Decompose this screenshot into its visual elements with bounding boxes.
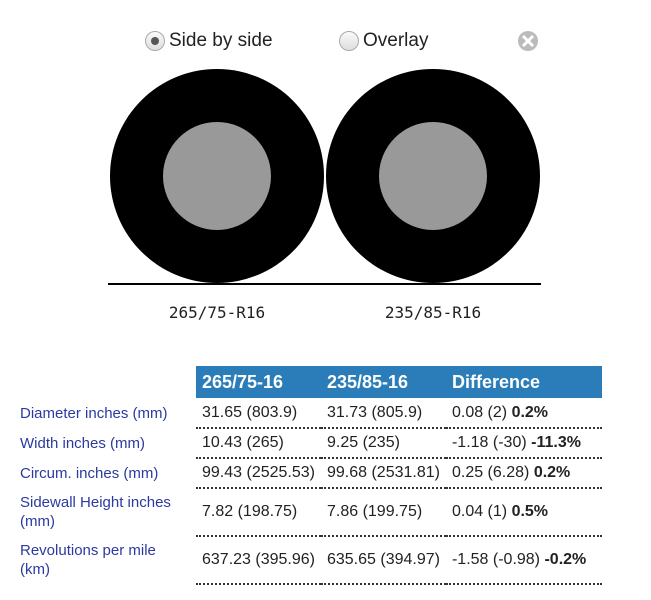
cell: 637.23 (395.96)	[196, 536, 321, 585]
header-cell: 235/85-16	[320, 366, 446, 398]
cell: 635.65 (394.97)	[320, 536, 446, 585]
diff-percent: 0.2%	[511, 403, 549, 421]
tire-diagram: 265/75-R16 235/85-R16	[108, 31, 541, 322]
cell: 31.65 (803.9)	[196, 398, 321, 429]
rim	[379, 122, 487, 230]
diff-cell: 0.04 (1) 0.5%	[445, 488, 602, 537]
diff-cell: -1.58 (-0.98) -0.2%	[445, 536, 602, 585]
comparison-table: 265/75-16 235/85-16 Difference Diameter …	[16, 366, 602, 585]
diff-value: 0.08 (2)	[451, 403, 508, 421]
row-label: Circum. inches (mm)	[20, 464, 159, 482]
diff-value: 0.25 (6.28)	[451, 464, 530, 481]
row-label: Revolutions per mile (km)	[20, 542, 156, 578]
table-row: Revolutions per mile (km) 637.23 (395.96)…	[16, 536, 602, 585]
cell: 9.25 (235)	[320, 428, 446, 459]
cell: 99.43 (2525.53)	[196, 458, 321, 489]
rim	[163, 122, 271, 230]
diff-value: 0.04 (1)	[451, 503, 508, 520]
row-label: Width inches (mm)	[20, 434, 146, 452]
cell: 7.86 (199.75)	[320, 488, 446, 537]
close-button[interactable]	[518, 31, 538, 51]
table-row: Diameter inches (mm) 31.65 (803.9) 31.73 (…	[16, 398, 602, 429]
tire-label: 235/85-R16	[385, 303, 481, 322]
table-row: Circum. inches (mm) 99.43 (2525.53) 99.68 …	[16, 458, 602, 489]
tire-label: 265/75-R16	[169, 303, 265, 322]
cell: 7.82 (198.75)	[196, 488, 321, 537]
diff-cell: -1.18 (-30) -11.3%	[445, 428, 602, 459]
radio-button[interactable]	[339, 31, 359, 51]
radio-option[interactable]: Overlay	[339, 30, 428, 52]
header-cell: Difference	[445, 366, 602, 398]
cell: 10.43 (265)	[196, 428, 321, 459]
cell: 31.73 (805.9)	[320, 398, 446, 429]
radio-button[interactable]	[145, 31, 165, 51]
table-row: Sidewall Height inches (mm) 7.82 (198.75)…	[16, 488, 602, 537]
cell: 99.68 (2531.81)	[320, 458, 446, 489]
radio-label[interactable]: Side by side	[169, 30, 273, 51]
row-label: Sidewall Height inches (mm)	[20, 494, 171, 530]
radio-label[interactable]: Overlay	[363, 30, 429, 51]
radio-option[interactable]: Side by side	[145, 30, 273, 52]
diff-value: -1.58 (-0.98)	[451, 551, 541, 568]
table-row: Width inches (mm) 10.43 (265) 9.25 (235) -1…	[16, 428, 602, 459]
diff-percent: -0.2%	[544, 551, 587, 568]
diff-percent: -11.3%	[531, 434, 581, 451]
diff-percent: 0.2%	[533, 464, 571, 481]
header-cell: 265/75-16	[196, 366, 321, 398]
diff-cell: 0.08 (2) 0.2%	[445, 398, 602, 429]
diff-percent: 0.5%	[511, 503, 549, 520]
diff-cell: 0.25 (6.28) 0.2%	[445, 458, 602, 489]
row-label: Diameter inches (mm)	[20, 404, 168, 422]
header-cell	[16, 366, 196, 398]
diff-value: -1.18 (-30)	[451, 434, 527, 451]
